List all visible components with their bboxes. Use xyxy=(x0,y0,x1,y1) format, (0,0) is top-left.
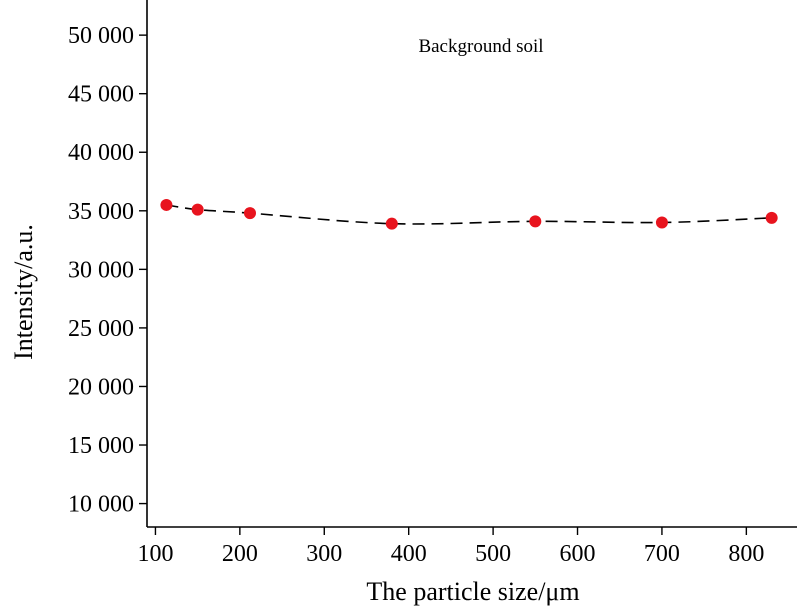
x-tick-label: 300 xyxy=(306,541,342,567)
axes xyxy=(146,0,797,528)
y-tick-label: 40 000 xyxy=(68,140,134,166)
data-point xyxy=(191,203,204,216)
x-tick-label: 700 xyxy=(644,541,680,567)
y-tick-label: 50 000 xyxy=(68,23,134,49)
x-axis-ticks: 100 200 300 400 500 600 700 800 xyxy=(137,527,764,567)
data-point xyxy=(765,211,778,224)
y-tick-label: 30 000 xyxy=(68,257,134,283)
y-tick-label: 20 000 xyxy=(68,374,134,400)
data-points-layer xyxy=(160,198,778,230)
y-axis-title: Intensity/a.u. xyxy=(9,224,38,360)
y-tick-label: 25 000 xyxy=(68,316,134,342)
trend-line-layer xyxy=(166,204,772,225)
y-tick-label: 10 000 xyxy=(68,492,134,518)
data-point xyxy=(385,217,398,230)
data-point xyxy=(655,216,668,229)
data-point xyxy=(160,198,173,211)
x-tick-label: 500 xyxy=(475,541,511,567)
y-tick-label: 15 000 xyxy=(68,433,134,459)
x-tick-label: 600 xyxy=(560,541,596,567)
x-tick-label: 800 xyxy=(728,541,764,567)
x-axis-title: The particle size/μm xyxy=(366,577,579,606)
y-tick-label: 35 000 xyxy=(68,199,134,225)
data-point xyxy=(243,207,256,220)
data-point xyxy=(529,215,542,228)
y-tick-label: 45 000 xyxy=(68,82,134,108)
chart-annotation: Background soil xyxy=(418,36,543,57)
x-tick-label: 200 xyxy=(222,541,258,567)
x-tick-label: 400 xyxy=(391,541,427,567)
series-line xyxy=(166,204,772,225)
x-tick-label: 100 xyxy=(137,541,173,567)
y-axis-ticks: 10 000 15 000 20 000 25 000 30 000 35 000 40 0… xyxy=(68,23,147,518)
